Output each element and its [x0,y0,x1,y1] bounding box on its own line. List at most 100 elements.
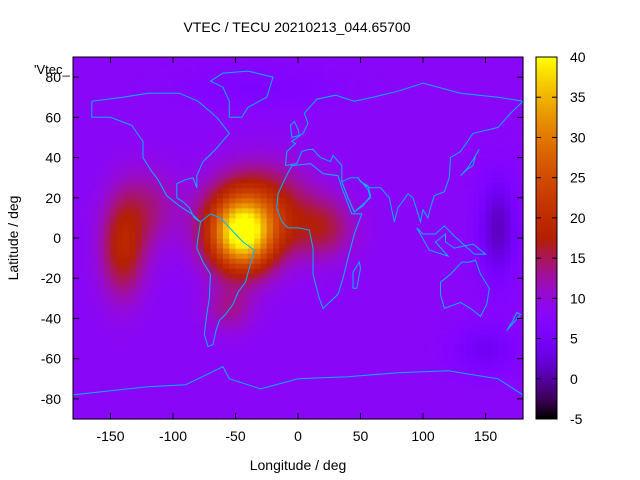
heatmap-cell [285,253,293,259]
heatmap-cell [191,92,199,98]
heatmap-cell [273,293,280,299]
heatmap-cell [423,82,430,88]
heatmap-cell [279,303,287,309]
heatmap-cell [466,107,474,113]
heatmap-cell [79,172,87,179]
heatmap-cell [110,92,118,98]
heatmap-cell [104,338,112,345]
heatmap-cell [329,238,337,244]
heatmap-cell [104,278,112,284]
heatmap-cell [316,328,324,335]
heatmap-cell [423,258,430,264]
heatmap-cell [241,137,249,144]
heatmap-cell [454,212,462,219]
heatmap-cell [410,187,418,194]
heatmap-cell [79,308,87,315]
heatmap-cell [141,132,149,139]
heatmap-cell [348,107,355,113]
heatmap-cell [210,238,218,244]
heatmap-cell [498,217,505,224]
heatmap-cell [373,212,380,219]
heatmap-cell [366,368,374,375]
heatmap-cell [79,102,87,108]
heatmap-cell [291,338,299,345]
heatmap-cell [410,358,418,365]
heatmap-cell [410,157,418,164]
heatmap-cell [148,207,155,214]
heatmap-cell [210,72,218,78]
heatmap-cell [91,97,99,103]
heatmap-cell [85,67,93,73]
heatmap-cell [391,293,399,299]
heatmap-cell [148,117,155,123]
heatmap-cell [304,147,312,154]
heatmap-cell [291,122,299,128]
heatmap-cell [160,222,168,229]
heatmap-cell [254,288,262,294]
heatmap-cell [273,308,280,315]
heatmap-cell [154,348,162,355]
heatmap-cell [148,283,155,289]
heatmap-cell [191,182,199,189]
heatmap-cell [191,87,199,93]
heatmap-cell [466,278,474,284]
heatmap-cell [423,72,430,78]
heatmap-cell [341,353,349,360]
heatmap-cell [135,172,143,179]
heatmap-cell [323,122,330,128]
heatmap-cell [366,238,374,244]
heatmap-cell [341,142,349,149]
heatmap-cell [341,217,349,224]
heatmap-cell [410,333,418,340]
heatmap-cell [79,107,87,113]
heatmap-cell [423,313,430,320]
heatmap-cell [348,343,355,350]
heatmap-cell [441,117,449,123]
heatmap-cell [385,192,393,199]
heatmap-cell [91,388,99,395]
heatmap-cell [379,258,387,264]
heatmap-cell [410,253,418,259]
heatmap-cell [416,338,424,345]
heatmap-cell [460,408,468,415]
heatmap-cell [216,313,224,320]
heatmap-cell [404,258,412,264]
heatmap-cell [485,112,493,118]
heatmap-cell [391,388,399,395]
heatmap-cell [441,67,449,73]
heatmap-cell [423,157,430,164]
heatmap-cell [329,217,337,224]
heatmap-cell [273,127,280,134]
heatmap-cell [429,182,437,189]
heatmap-cell [448,343,455,350]
heatmap-cell [360,127,368,134]
heatmap-cell [166,177,174,184]
heatmap-cell [248,333,255,340]
heatmap-cell [216,62,224,68]
heatmap-cell [354,268,362,274]
heatmap-cell [85,373,93,380]
heatmap-cell [460,57,468,63]
heatmap-cell [198,82,205,88]
heatmap-cell [310,248,318,254]
heatmap-cell [385,127,393,134]
heatmap-cell [123,122,130,128]
heatmap-cell [348,207,355,214]
heatmap-cell [248,157,255,164]
heatmap-cell [273,137,280,144]
heatmap-cell [98,122,105,128]
heatmap-cell [473,217,480,224]
heatmap-cell [241,373,249,380]
heatmap-cell [98,278,105,284]
heatmap-cell [448,132,455,139]
heatmap-cell [279,167,287,174]
heatmap-cell [254,62,262,68]
heatmap-cell [85,77,93,83]
heatmap-cell [148,388,155,395]
heatmap-cell [191,152,199,159]
heatmap-cell [141,177,149,184]
heatmap-cell [366,243,374,249]
heatmap-cell [123,343,130,350]
heatmap-cell [504,273,512,279]
heatmap-cell [104,313,112,320]
